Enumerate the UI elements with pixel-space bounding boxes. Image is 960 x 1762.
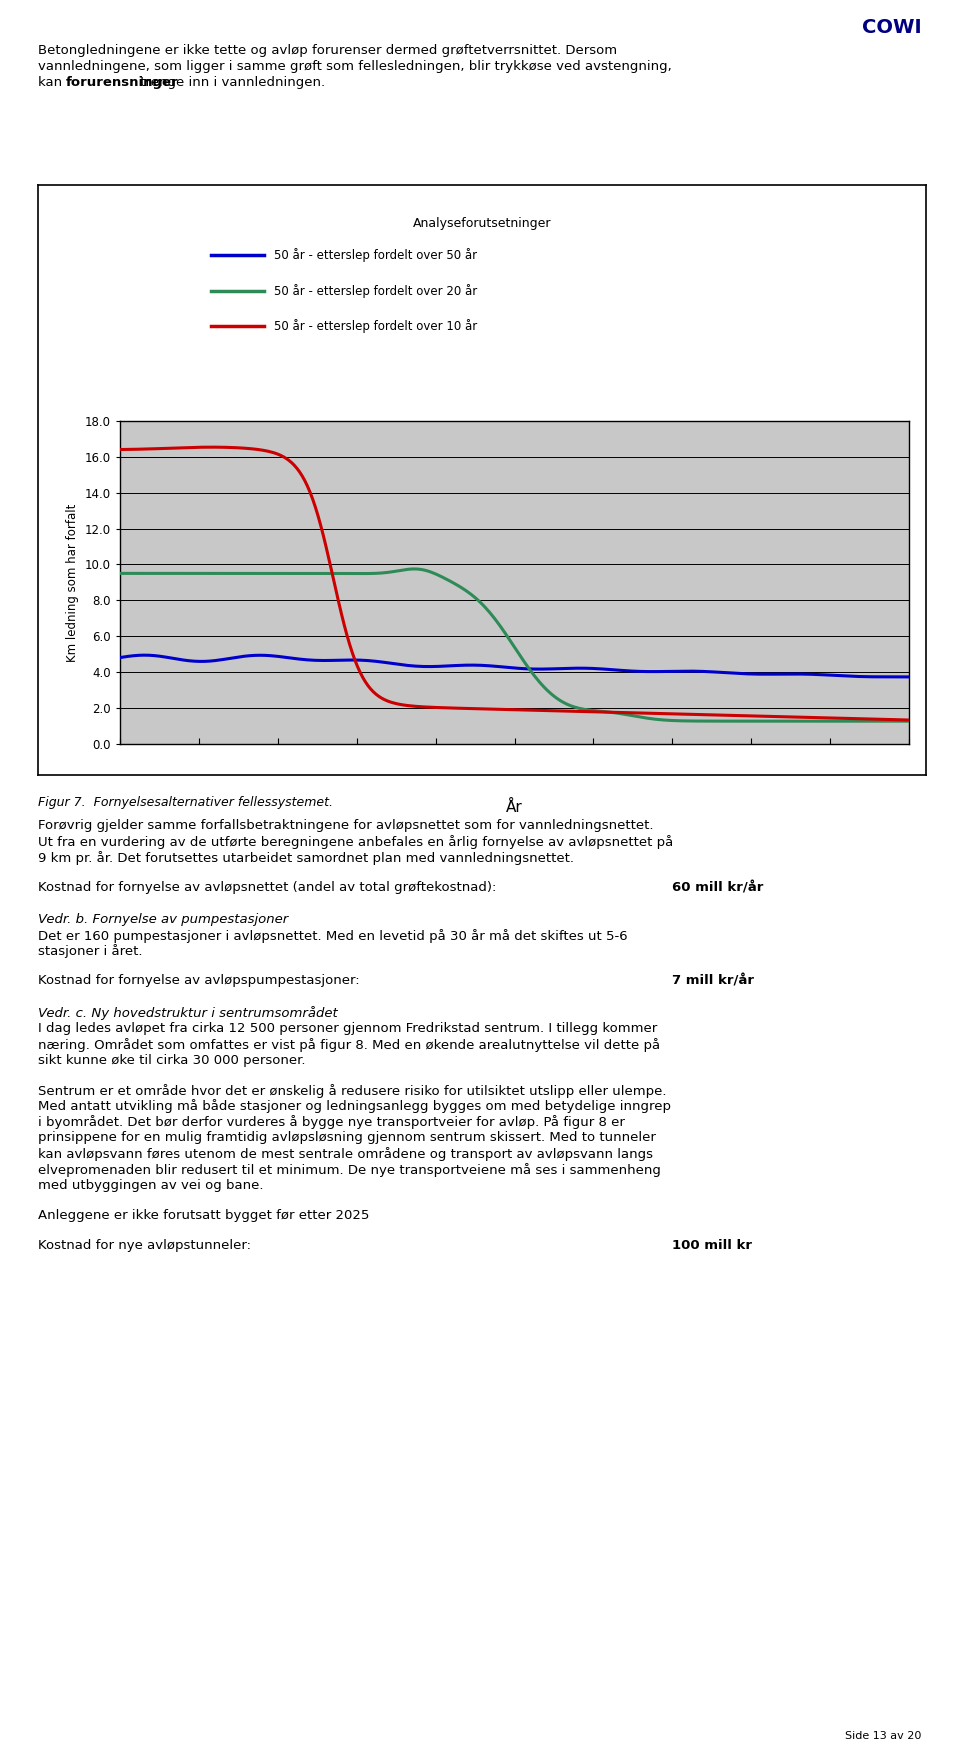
Text: vannledningene, som ligger i samme grøft som fellesledningen, blir trykkøse ved : vannledningene, som ligger i samme grøft… <box>38 60 672 72</box>
Text: 7 mill kr/år: 7 mill kr/år <box>672 974 754 987</box>
Text: Figur 7.  Fornyelsesalternativer fellessystemet.: Figur 7. Fornyelsesalternativer fellessy… <box>38 796 333 809</box>
Text: I dag ledes avløpet fra cirka 12 500 personer gjennom Fredrikstad sentrum. I til: I dag ledes avløpet fra cirka 12 500 per… <box>38 1022 658 1034</box>
Text: Analyseforutsetninger: Analyseforutsetninger <box>413 217 552 229</box>
Text: År: År <box>506 800 523 816</box>
Text: kan avløpsvann føres utenom de mest sentrale områdene og transport av avløpsvann: kan avløpsvann føres utenom de mest sent… <box>38 1147 654 1161</box>
Text: Ut fra en vurdering av de utførte beregningene anbefales en årlig fornyelse av a: Ut fra en vurdering av de utførte beregn… <box>38 835 674 849</box>
Text: stasjoner i året.: stasjoner i året. <box>38 944 143 959</box>
Text: 100 mill kr: 100 mill kr <box>672 1239 752 1251</box>
Text: 9 km pr. år. Det forutsettes utarbeidet samordnet plan med vannledningsnettet.: 9 km pr. år. Det forutsettes utarbeidet … <box>38 851 574 865</box>
Text: Anleggene er ikke forutsatt bygget før etter 2025: Anleggene er ikke forutsatt bygget før e… <box>38 1209 370 1221</box>
Text: Kostnad for fornyelse av avløpspumpestasjoner:: Kostnad for fornyelse av avløpspumpestas… <box>38 974 360 987</box>
Text: Betongledningene er ikke tette og avløp forurenser dermed grøftetverrsnittet. De: Betongledningene er ikke tette og avløp … <box>38 44 617 56</box>
Text: COWI: COWI <box>862 18 922 37</box>
Text: Forøvrig gjelder samme forfallsbetraktningene for avløpsnettet som for vannledni: Forøvrig gjelder samme forfallsbetraktni… <box>38 819 654 832</box>
Text: Kostnad for fornyelse av avløpsnettet (andel av total grøftekostnad):: Kostnad for fornyelse av avløpsnettet (a… <box>38 881 496 893</box>
Text: 50 år - etterslep fordelt over 50 år: 50 år - etterslep fordelt over 50 år <box>274 248 477 263</box>
Text: Vedr. c. Ny hovedstruktur i sentrumsområdet: Vedr. c. Ny hovedstruktur i sentrumsområ… <box>38 1006 338 1020</box>
Text: 50 år - etterslep fordelt over 10 år: 50 år - etterslep fordelt over 10 år <box>274 319 477 333</box>
Y-axis label: Km ledning som har forfalt: Km ledning som har forfalt <box>66 504 80 661</box>
Text: næring. Området som omfattes er vist på figur 8. Med en økende arealutnyttelse v: næring. Området som omfattes er vist på … <box>38 1038 660 1052</box>
Text: Kostnad for nye avløpstunneler:: Kostnad for nye avløpstunneler: <box>38 1239 252 1251</box>
Text: forurensninger: forurensninger <box>65 76 178 88</box>
Text: Side 13 av 20: Side 13 av 20 <box>845 1730 922 1741</box>
Text: 50 år - etterslep fordelt over 20 år: 50 år - etterslep fordelt over 20 år <box>274 284 477 298</box>
Text: i byområdet. Det bør derfor vurderes å bygge nye transportveier for avløp. På fi: i byområdet. Det bør derfor vurderes å b… <box>38 1115 625 1129</box>
Text: med utbyggingen av vei og bane.: med utbyggingen av vei og bane. <box>38 1179 264 1191</box>
Text: trenge inn i vannledningen.: trenge inn i vannledningen. <box>136 76 325 88</box>
Text: prinsippene for en mulig framtidig avløpsløsning gjennom sentrum skissert. Med t: prinsippene for en mulig framtidig avløp… <box>38 1131 657 1144</box>
Text: kan: kan <box>38 76 67 88</box>
Text: Det er 160 pumpestasjoner i avløpsnettet. Med en levetid på 30 år må det skiftes: Det er 160 pumpestasjoner i avløpsnettet… <box>38 929 628 943</box>
Text: Sentrum er et område hvor det er ønskelig å redusere risiko for utilsiktet utsli: Sentrum er et område hvor det er ønskeli… <box>38 1084 667 1098</box>
Text: Med antatt utvikling må både stasjoner og ledningsanlegg bygges om med betydelig: Med antatt utvikling må både stasjoner o… <box>38 1099 671 1114</box>
Text: Vedr. b. Fornyelse av pumpestasjoner: Vedr. b. Fornyelse av pumpestasjoner <box>38 913 289 925</box>
Text: sikt kunne øke til cirka 30 000 personer.: sikt kunne øke til cirka 30 000 personer… <box>38 1054 306 1066</box>
Text: elvepromenaden blir redusert til et minimum. De nye transportveiene må ses i sam: elvepromenaden blir redusert til et mini… <box>38 1163 661 1177</box>
Text: 60 mill kr/år: 60 mill kr/år <box>672 881 763 893</box>
